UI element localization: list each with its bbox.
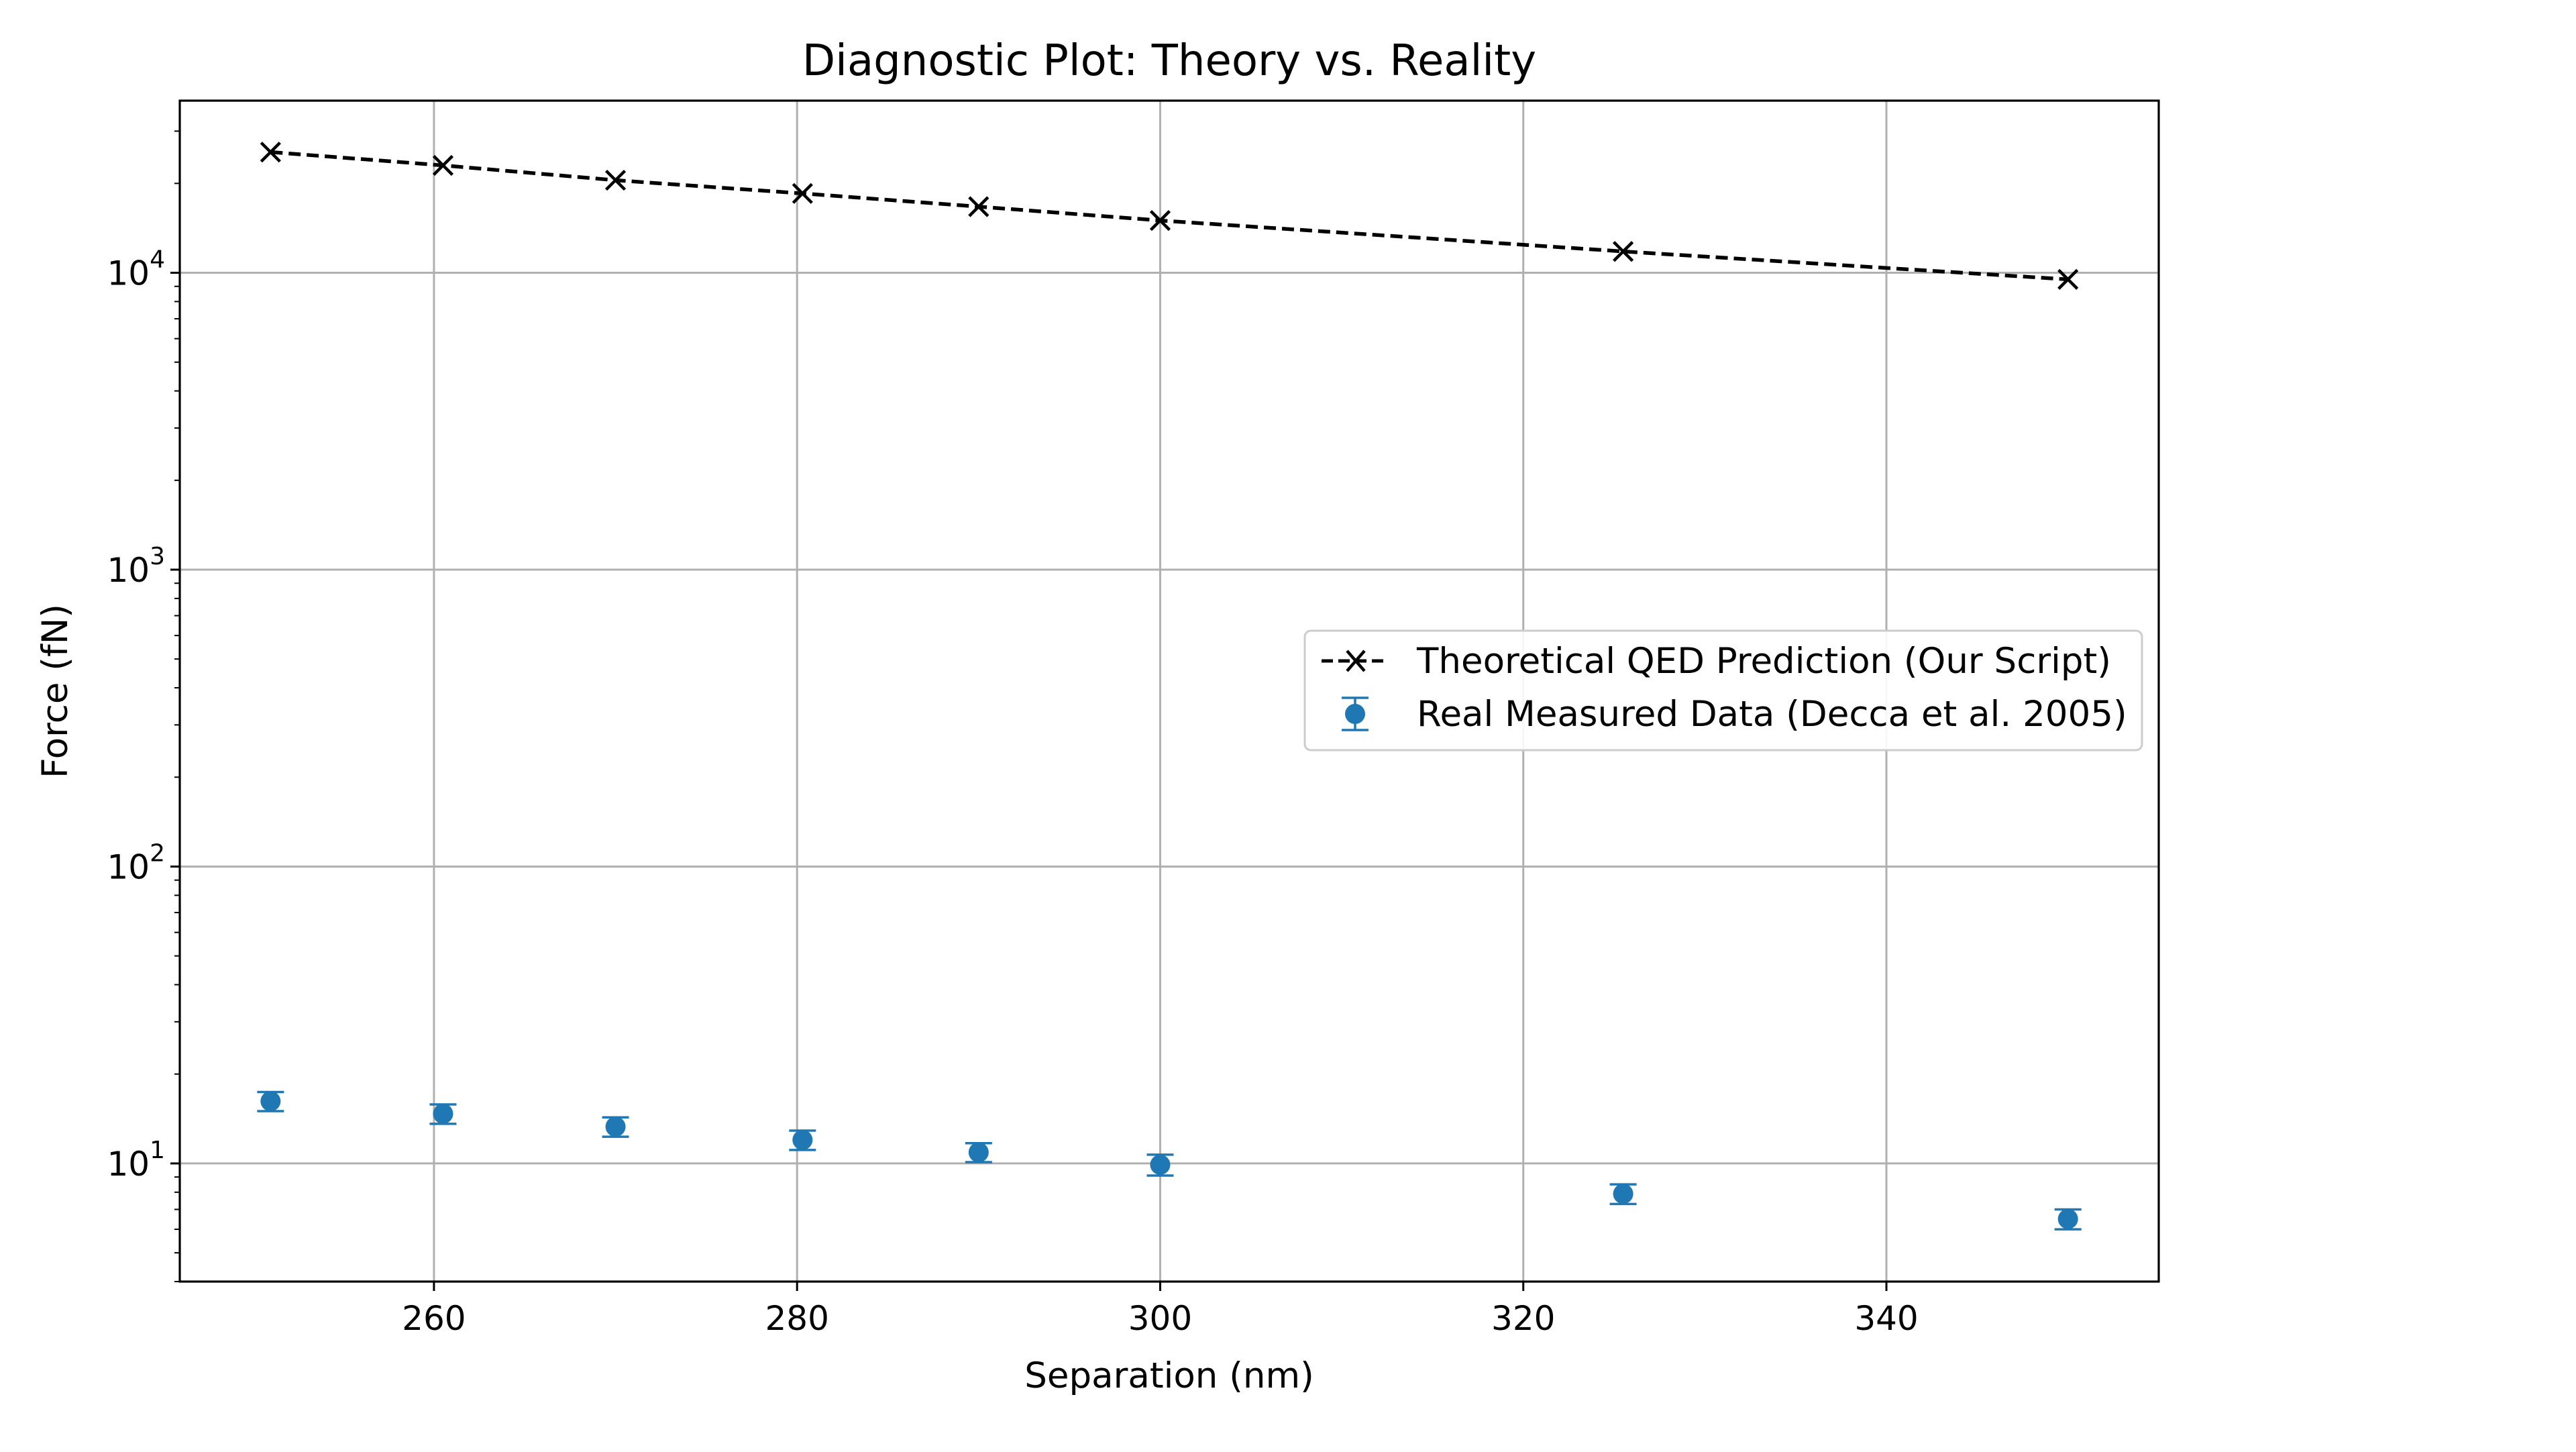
theory-point-marker (260, 142, 281, 163)
plot-frame (178, 99, 2160, 1283)
measured-point (257, 1090, 284, 1112)
x-axis-label: Separation (nm) (1024, 1355, 1314, 1396)
theory-point-marker (792, 183, 813, 204)
legend-label-measured: Real Measured Data (Decca et al. 2005) (1417, 694, 2127, 735)
legend-label-theory: Theoretical QED Prediction (Our Script) (1416, 641, 2111, 682)
measured-point (965, 1142, 992, 1163)
legend-x-marker (1346, 650, 1366, 672)
measured-point (1609, 1183, 1637, 1206)
x-tick-label: 320 (1491, 1299, 1555, 1338)
theory-line (270, 150, 2068, 282)
x-tick-label: 280 (765, 1299, 828, 1338)
x-tick-label: 340 (1854, 1299, 1918, 1338)
legend-errorbar-swatch (1342, 696, 1368, 731)
y-tick-label: 104 (107, 246, 165, 293)
legend-frame (1303, 629, 2143, 751)
y-tick-label: 102 (107, 839, 165, 886)
theory-point-marker (2057, 268, 2079, 290)
y-tick-label: 103 (107, 543, 165, 590)
x-tick-label: 300 (1128, 1299, 1192, 1338)
x-tick-label: 260 (402, 1299, 466, 1338)
y-tick-label: 101 (107, 1137, 165, 1184)
legend: Theoretical QED Prediction (Our Script) … (1303, 629, 2143, 751)
measured-point (602, 1116, 629, 1138)
theory-point-marker (968, 196, 989, 217)
theory-point-marker (1149, 210, 1171, 231)
chart-title: Diagnostic Plot: Theory vs. Reality (802, 36, 1536, 86)
measured-point (789, 1129, 816, 1151)
theory-point-marker (604, 170, 627, 191)
measured-point (2054, 1208, 2082, 1231)
theory-point-marker (1613, 241, 1634, 262)
theory-point-marker (432, 154, 454, 176)
measured-point (429, 1103, 457, 1125)
y-axis-label: Force (fN) (35, 604, 76, 778)
measured-point (1146, 1153, 1174, 1177)
